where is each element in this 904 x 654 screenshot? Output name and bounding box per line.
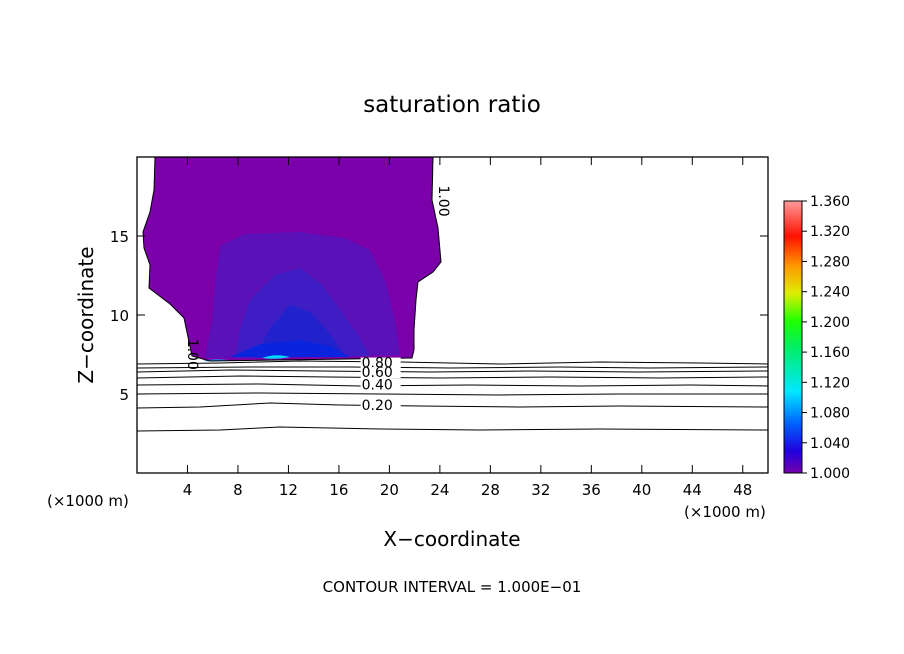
x-tick-label: 44 bbox=[683, 481, 702, 499]
x-axis-label: X−coordinate bbox=[383, 527, 520, 551]
region-level-5 bbox=[230, 340, 350, 357]
colorbar-label: 1.280 bbox=[810, 254, 850, 270]
x-tick-label: 32 bbox=[531, 481, 550, 499]
contour-label: 1.00 bbox=[184, 339, 200, 370]
contour-label-bg bbox=[360, 357, 401, 369]
region-cyan-spot bbox=[262, 355, 290, 359]
axis-ticks bbox=[137, 157, 768, 473]
x-tick-label: 16 bbox=[329, 481, 348, 499]
contour-label-bg bbox=[360, 379, 401, 391]
colorbar-label: 1.040 bbox=[810, 436, 850, 452]
x-unit-right: (×1000 m) bbox=[684, 503, 766, 521]
colorbar-label: 1.120 bbox=[810, 375, 850, 391]
colorbar-label: 1.320 bbox=[810, 224, 850, 240]
x-tick-label: 20 bbox=[380, 481, 399, 499]
contour-label: 0.40 bbox=[362, 378, 393, 394]
x-tick-label: 4 bbox=[183, 481, 193, 499]
y-tick-label: 10 bbox=[110, 307, 129, 325]
plot-area: 1.001.00 0.800.600.400.20 bbox=[137, 157, 768, 432]
contour-label: 0.20 bbox=[362, 398, 393, 414]
colorbar bbox=[783, 200, 803, 474]
colorbar-label: 1.000 bbox=[810, 466, 850, 482]
y-tick-label: 5 bbox=[119, 386, 129, 404]
y-tick-label: 15 bbox=[110, 228, 129, 246]
x-tick-label: 36 bbox=[582, 481, 601, 499]
colorbar-label: 1.360 bbox=[810, 194, 850, 210]
colorbar-label: 1.200 bbox=[810, 315, 850, 331]
x-tick-label: 8 bbox=[233, 481, 243, 499]
x-unit-left: (×1000 m) bbox=[47, 492, 129, 510]
x-tick-label: 24 bbox=[430, 481, 449, 499]
contour-interval-footer: CONTOUR INTERVAL = 1.000E−01 bbox=[323, 578, 582, 596]
colorbar-label: 1.080 bbox=[810, 406, 850, 422]
contour-label: 0.60 bbox=[362, 365, 393, 381]
colorbar-label: 1.240 bbox=[810, 285, 850, 301]
x-tick-label: 12 bbox=[279, 481, 298, 499]
x-tick-label: 48 bbox=[733, 481, 752, 499]
contour-label: 1.00 bbox=[435, 185, 451, 216]
colorbar-labels: 1.360 1.320 1.280 1.240 1.200 1.160 1.120 1.080… bbox=[802, 194, 850, 482]
colorbar-label: 1.160 bbox=[810, 345, 850, 361]
chart-title: saturation ratio bbox=[363, 92, 541, 118]
x-tick-label: 28 bbox=[481, 481, 500, 499]
y-axis-label: Z−coordinate bbox=[74, 246, 98, 383]
x-tick-label: 40 bbox=[632, 481, 651, 499]
contour-label-bg bbox=[360, 400, 401, 412]
contour-label-bg bbox=[360, 367, 401, 379]
contour-labels: 1.001.00 0.800.600.400.20 bbox=[184, 185, 451, 414]
